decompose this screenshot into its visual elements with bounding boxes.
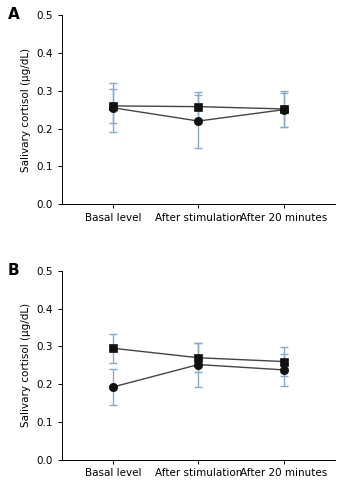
Y-axis label: Salivary cortisol (µg/dL): Salivary cortisol (µg/dL) [21,304,31,428]
Text: B: B [8,263,19,278]
Text: A: A [8,8,19,22]
Y-axis label: Salivary cortisol (µg/dL): Salivary cortisol (µg/dL) [21,48,31,172]
